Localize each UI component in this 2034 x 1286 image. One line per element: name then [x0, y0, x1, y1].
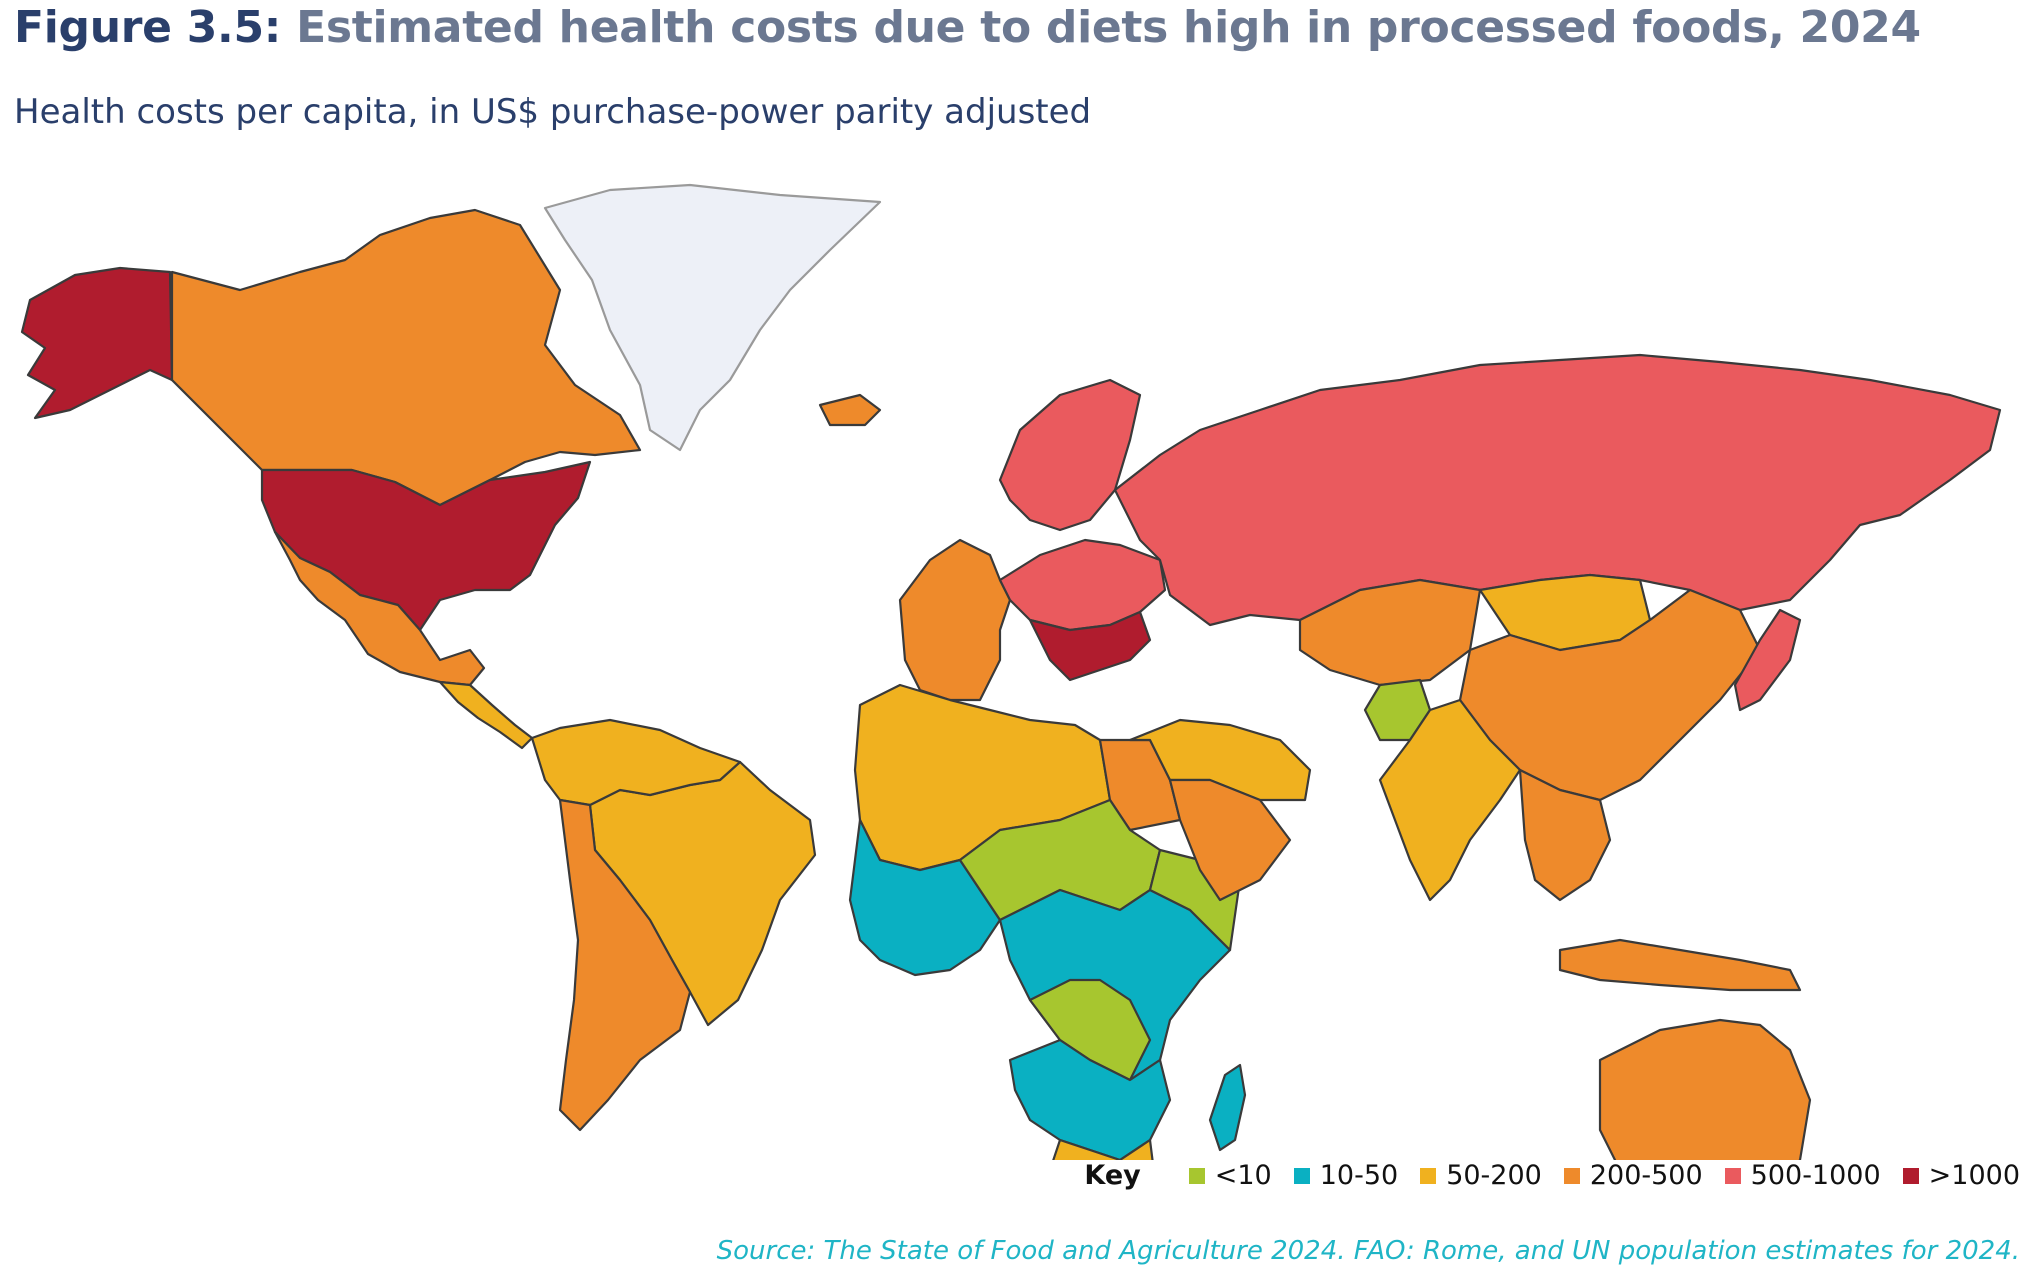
legend-item-label: <10 — [1214, 1160, 1272, 1191]
legend-swatch — [1188, 1167, 1205, 1184]
legend-item: 10-50 — [1293, 1160, 1399, 1191]
region-west-africa — [848, 818, 1002, 977]
map-regions — [20, 183, 2002, 1160]
legend-item: 50-200 — [1420, 1160, 1542, 1191]
region-southeast-asia — [1518, 768, 1612, 902]
region-scandinavia — [998, 378, 1142, 532]
legend-item-label: 500-1000 — [1750, 1160, 1881, 1191]
region-iceland — [818, 393, 882, 427]
region-madagascar — [1208, 1063, 1247, 1152]
legend-item: 500-1000 — [1724, 1160, 1881, 1191]
region-greenland — [543, 183, 882, 452]
region-southern-cone — [558, 798, 692, 1132]
legend-item: 200-500 — [1563, 1160, 1703, 1191]
region-australia — [1598, 1018, 1812, 1160]
region-western-europe — [898, 538, 1012, 702]
region-southeast-europe — [1028, 610, 1152, 682]
region-canada — [170, 208, 642, 507]
legend-item-label: 50-200 — [1446, 1160, 1542, 1191]
region-south-africa — [1052, 1138, 1154, 1160]
legend-item-label: 10-50 — [1319, 1160, 1399, 1191]
region-kazakhstan — [1298, 578, 1482, 687]
source-note: Source: The State of Food and Agricultur… — [716, 1236, 2020, 1266]
legend-item-label: >1000 — [1928, 1160, 2020, 1191]
region-indonesia — [1558, 938, 1802, 992]
region-central-europe — [998, 538, 1167, 632]
legend-swatch — [1724, 1167, 1741, 1184]
region-india — [1378, 698, 1522, 902]
region-alaska-united-states — [20, 266, 174, 420]
legend-item-label: 200-500 — [1589, 1160, 1703, 1191]
world-map — [20, 183, 2002, 1160]
region-central-america — [438, 680, 534, 750]
region-russia — [1113, 353, 2002, 627]
legend-swatch — [1902, 1167, 1919, 1184]
figure-subtitle: Health costs per capita, in US$ purchase… — [14, 92, 1092, 132]
legend-item: <10 — [1188, 1160, 1272, 1191]
figure-label: Figure 3.5: — [14, 2, 282, 53]
legend-swatch — [1420, 1167, 1437, 1184]
legend-label: Key — [1084, 1160, 1141, 1191]
legend: Key <10 10-50 50-200 200-500 500-1000 >1… — [1084, 1160, 2020, 1191]
legend-swatch — [1563, 1167, 1580, 1184]
legend-swatch — [1293, 1167, 1310, 1184]
region-mexico — [273, 530, 486, 687]
region-saudi-arabia — [1168, 778, 1292, 902]
legend-item: >1000 — [1902, 1160, 2020, 1191]
region-japan — [1733, 608, 1802, 712]
figure-title: Figure 3.5: Estimated health costs due t… — [14, 2, 1921, 53]
figure-title-text: Estimated health costs due to diets high… — [296, 2, 1921, 53]
